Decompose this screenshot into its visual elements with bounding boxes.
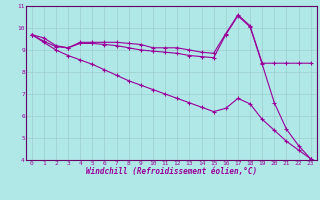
X-axis label: Windchill (Refroidissement éolien,°C): Windchill (Refroidissement éolien,°C) xyxy=(86,167,257,176)
